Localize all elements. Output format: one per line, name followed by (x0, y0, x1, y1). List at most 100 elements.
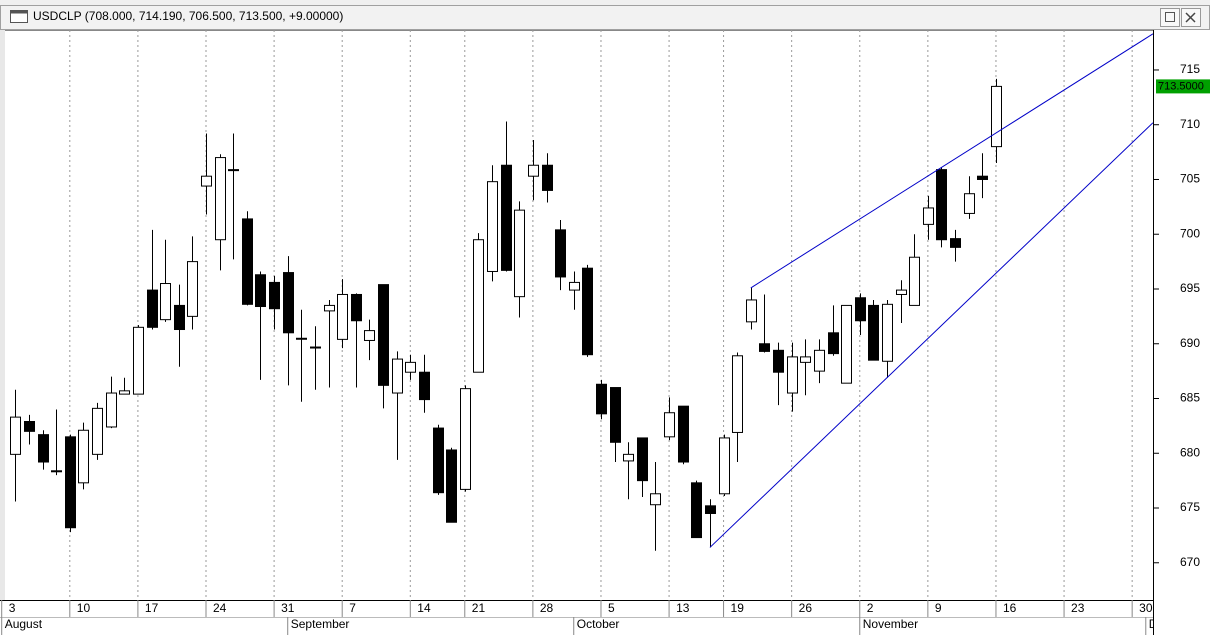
x-tick-label: 16 (1003, 601, 1017, 615)
window-icon-bar (10, 10, 28, 14)
candle-body (215, 157, 226, 241)
candle-body (964, 193, 975, 214)
candle-body (433, 427, 444, 494)
candle-body (977, 175, 988, 180)
y-tick-label: 695 (1180, 281, 1200, 295)
x-tick-label: 19 (731, 601, 745, 615)
x-tick-label: 21 (472, 601, 486, 615)
x-tick-label: 7 (349, 601, 356, 615)
candle-body (201, 175, 212, 187)
y-tick-label: 700 (1180, 226, 1200, 240)
trend-line (750, 33, 1153, 289)
candle-body (446, 449, 457, 523)
candle-body (678, 405, 689, 463)
date-axis: 3 10 17 24 31 7 14 21 28 5 13 19 26 2 9 16 23 30 August Sep… (1, 600, 1158, 635)
candle-body (78, 429, 89, 484)
candle-body (405, 361, 416, 373)
x-tick-label: 10 (77, 601, 91, 615)
candle-body (623, 453, 634, 462)
candle-body (542, 164, 553, 191)
candle-body (147, 289, 158, 328)
maximize-button[interactable] (1160, 8, 1180, 27)
left-strip (0, 30, 5, 600)
candle-body (882, 303, 893, 362)
candle-body (555, 229, 566, 278)
x-tick-label: 28 (540, 601, 554, 615)
title-bar (0, 5, 1210, 30)
y-tick-label: 685 (1180, 391, 1200, 405)
month-label: September (291, 617, 350, 631)
candle-body (65, 436, 76, 529)
candle-body (691, 482, 702, 539)
candle-body (528, 164, 539, 177)
month-label: October (577, 617, 620, 631)
month-label: November (863, 617, 918, 631)
candle-body (582, 267, 593, 356)
grid (69, 30, 1133, 600)
candle-body (719, 437, 730, 495)
candle-body (187, 261, 198, 317)
candle-body (38, 434, 49, 463)
last-price-label: 713.5000 (1158, 80, 1204, 92)
chart-title: USDCLP (708.000, 714.190, 706.500, 713.5… (33, 9, 343, 23)
candle-body (364, 330, 375, 341)
y-tick-label: 710 (1180, 117, 1200, 131)
candle-body (283, 272, 294, 334)
value-axis: 670 675 680 685 690 695 700 705 710 715 713.5000 (1153, 62, 1210, 569)
candle-body (337, 293, 348, 340)
candle-body (514, 209, 525, 298)
candle-body (759, 343, 770, 352)
close-button[interactable] (1181, 8, 1201, 27)
candle-body (610, 387, 621, 443)
candle-body (92, 407, 103, 455)
candle-body (269, 281, 280, 310)
candle-body (51, 470, 62, 473)
candle-body (841, 304, 852, 384)
y-tick-label: 715 (1180, 62, 1200, 76)
y-tick-label: 670 (1180, 555, 1200, 569)
month-label: D (1149, 617, 1158, 631)
candle-body (637, 437, 648, 482)
x-tick-label: 31 (281, 601, 295, 615)
candle-body (501, 164, 512, 271)
candle-body (174, 304, 185, 331)
candle-body (106, 392, 117, 428)
candle-body (909, 256, 920, 306)
candle-body (569, 281, 580, 291)
x-tick-label: 2 (867, 601, 874, 615)
candle-body (923, 207, 934, 225)
month-label: August (5, 617, 43, 631)
candle-body (228, 169, 239, 172)
candle-body (596, 383, 607, 415)
y-tick-label: 675 (1180, 500, 1200, 514)
candle-body (460, 388, 471, 490)
candle-body (351, 293, 362, 322)
candle-body (242, 218, 253, 305)
x-tick-label: 23 (1071, 601, 1085, 615)
candle-body (473, 239, 484, 373)
top-strip (0, 0, 1210, 5)
x-tick-label: 13 (676, 601, 690, 615)
x-tick-label: 9 (935, 601, 942, 615)
candle-body (255, 274, 266, 308)
last-price-box (1156, 79, 1210, 94)
x-tick-label: 3 (9, 601, 16, 615)
candle-body (378, 284, 389, 386)
candle-body (705, 505, 716, 514)
candle-body (419, 371, 430, 401)
candle-body (119, 390, 130, 395)
candle-body (732, 355, 743, 433)
trend-line (709, 122, 1153, 548)
candle-body (296, 337, 307, 340)
candle-body (487, 181, 498, 272)
candle-body (664, 412, 675, 438)
y-tick-label: 680 (1180, 445, 1200, 459)
candle-body (855, 297, 866, 322)
x-tick-label: 24 (213, 601, 227, 615)
candle-body (787, 356, 798, 394)
candle-body (991, 85, 1002, 148)
candle-body (746, 299, 757, 323)
